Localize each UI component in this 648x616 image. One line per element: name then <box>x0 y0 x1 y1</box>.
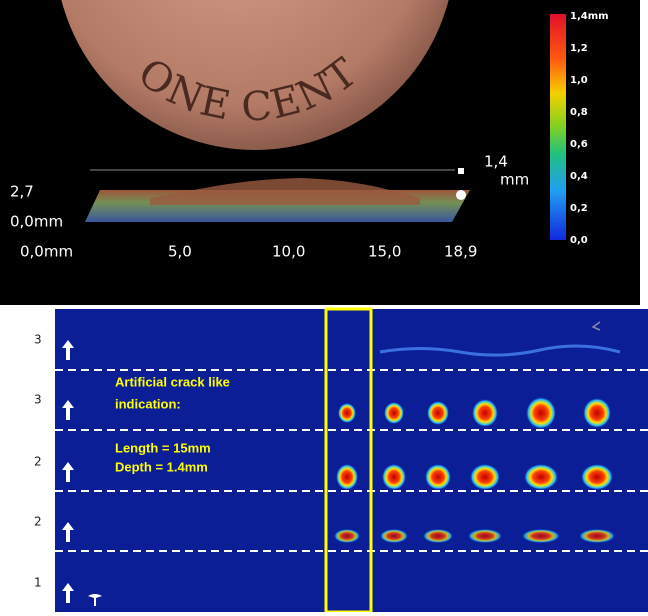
indication <box>579 529 615 543</box>
profile-x-label: 5,0 <box>168 243 192 261</box>
z-label: 1,4 <box>484 153 508 171</box>
colorbar-label: 0,0 <box>570 235 588 246</box>
profile-y-label: 0,0mm <box>10 213 63 231</box>
handle <box>456 190 466 200</box>
profile-x-label: 18,9 <box>444 243 477 261</box>
annotation: Artificial crack like <box>115 374 230 389</box>
indication <box>427 401 449 425</box>
colorbar-label: 0,8 <box>570 107 588 118</box>
row-label: 2 <box>34 515 42 529</box>
profile-y-label: 2,7 <box>10 183 34 201</box>
indication <box>581 464 613 490</box>
screenshot: ONE CENT 2,70,0mm0,0mm5,010,015,018,91,4… <box>0 0 648 612</box>
row-label: 3 <box>34 333 42 347</box>
detail: Depth = 1.4mm <box>115 459 208 474</box>
row-label: 2 <box>34 455 42 469</box>
indication <box>524 464 558 490</box>
annotation: indication: <box>115 396 181 411</box>
colorbar-label: 1,0 <box>570 75 588 86</box>
indication <box>338 403 356 423</box>
colorbar-label: 0,4 <box>570 171 588 182</box>
indication <box>380 529 408 543</box>
indication <box>470 464 500 490</box>
indication <box>468 529 502 543</box>
indication <box>336 464 358 490</box>
colorbar <box>550 14 566 240</box>
indication <box>334 529 360 543</box>
handle <box>458 168 464 174</box>
indication <box>382 464 406 490</box>
colorbar-label: 0,2 <box>570 203 588 214</box>
indication <box>583 398 611 428</box>
profile-x-label: 15,0 <box>368 243 401 261</box>
profile-x-label: 0,0mm <box>20 243 73 261</box>
indication <box>526 397 556 429</box>
colorbar-label: 1,2 <box>570 43 588 54</box>
indication <box>472 399 498 427</box>
detail: Length = 15mm <box>115 440 211 455</box>
z-label: mm <box>500 171 529 189</box>
indication <box>425 464 451 490</box>
row-label: 3 <box>34 393 42 407</box>
colorbar-label: 1,4mm <box>570 11 609 22</box>
indication <box>423 529 453 543</box>
indication <box>384 402 404 424</box>
indication <box>522 529 560 543</box>
row-label: 1 <box>34 576 42 590</box>
colorbar-label: 0,6 <box>570 139 588 150</box>
profile-x-label: 10,0 <box>272 243 305 261</box>
